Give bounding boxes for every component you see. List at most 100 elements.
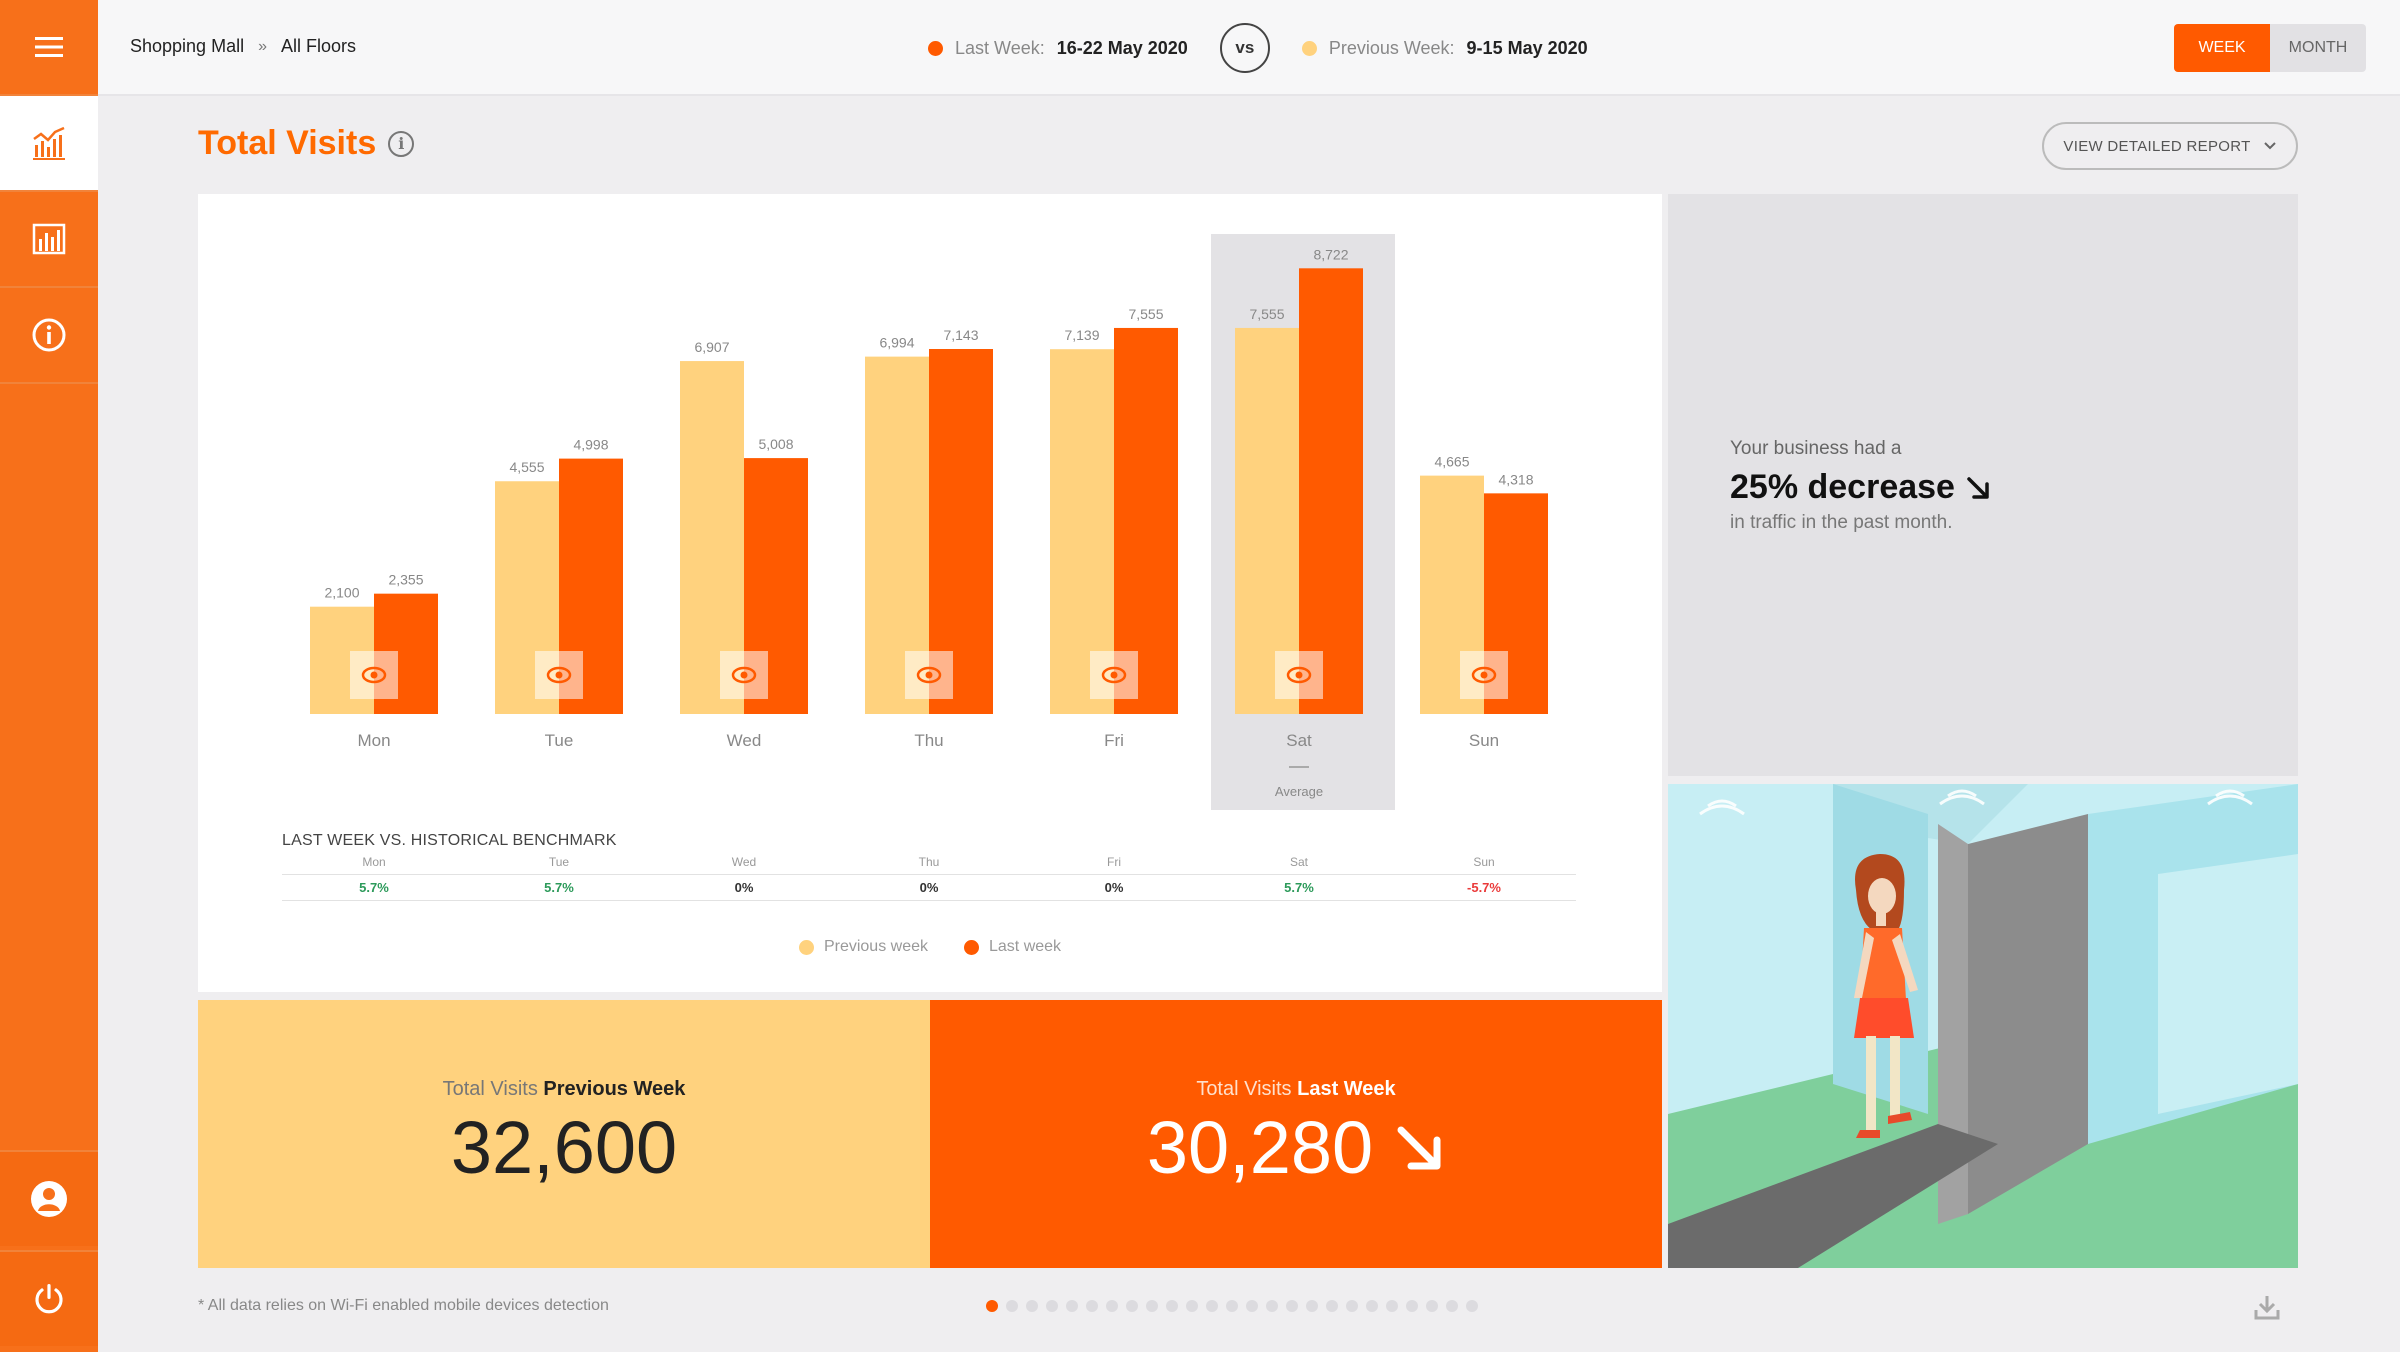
- previous-week-range[interactable]: 9-15 May 2020: [1466, 37, 1588, 58]
- insight-line3: in traffic in the past month.: [1730, 512, 1953, 533]
- page-dot[interactable]: [1126, 1300, 1138, 1312]
- page-dot[interactable]: [1366, 1300, 1378, 1312]
- last-week-range[interactable]: 16-22 May 2020: [1056, 37, 1188, 58]
- bar-last-fri[interactable]: [1114, 327, 1178, 714]
- insight-line1: Your business had a: [1730, 438, 1902, 459]
- page-dot[interactable]: [1206, 1300, 1218, 1312]
- benchmark-value-sun: -5.7%: [1467, 880, 1501, 895]
- title-info-icon[interactable]: i: [388, 130, 415, 157]
- page-dot[interactable]: [1166, 1300, 1178, 1312]
- page-dot[interactable]: [1446, 1300, 1458, 1312]
- benchmark-rule-bottom: [282, 900, 1576, 901]
- benchmark-day-wed: Wed: [732, 855, 756, 869]
- page-title-text: Total Visits: [198, 124, 377, 162]
- page-dot[interactable]: [1226, 1300, 1238, 1312]
- eye-icon: [546, 666, 572, 684]
- month-toggle-button[interactable]: MONTH: [2270, 24, 2366, 72]
- page-dot[interactable]: [1026, 1300, 1038, 1312]
- benchmark-value-tue: 5.7%: [544, 880, 574, 895]
- benchmark-day-thu: Thu: [919, 855, 940, 869]
- benchmark-value-fri: 0%: [1105, 880, 1124, 895]
- value-label-previous-fri: 7,139: [1064, 327, 1099, 343]
- page-dot[interactable]: [1266, 1300, 1278, 1312]
- benchmark-day-sun: Sun: [1473, 855, 1494, 869]
- value-label-previous-thu: 6,994: [879, 335, 914, 351]
- power-icon: [35, 1284, 63, 1314]
- bar-previous-sat[interactable]: [1235, 327, 1299, 714]
- page-dot[interactable]: [1146, 1300, 1158, 1312]
- last-week-dot: [928, 40, 943, 56]
- chart-legend: Previous week Last week: [198, 938, 1662, 956]
- breadcrumb-floors[interactable]: All Floors: [280, 36, 356, 56]
- week-comparison: Last Week: 16-22 May 2020 vs Previous We…: [928, 22, 1588, 74]
- view-detailed-report-button[interactable]: VIEW DETAILED REPORT: [2042, 122, 2298, 170]
- download-icon[interactable]: [2252, 1292, 2282, 1322]
- x-tick-sat: Sat: [1286, 731, 1312, 750]
- benchmark-value-wed: 0%: [735, 880, 754, 895]
- previous-week-label: Previous Week:: [1328, 37, 1455, 58]
- value-label-last-thu: 7,143: [943, 327, 978, 343]
- menu-button[interactable]: [0, 0, 98, 96]
- total-last-light: Total Visits: [1196, 1078, 1292, 1100]
- bar-chart-icon: [32, 223, 66, 255]
- legend-previous-label: Previous week: [823, 938, 928, 955]
- benchmark-day-tue: Tue: [549, 855, 570, 869]
- eye-icon: [916, 666, 942, 684]
- value-label-previous-mon: 2,100: [324, 585, 359, 601]
- page-title: Total Visits i: [198, 124, 415, 163]
- top-header: Shopping Mall » All Floors Last Week: 16…: [98, 0, 2400, 96]
- value-label-last-fri: 7,555: [1128, 306, 1163, 322]
- x-tick-fri: Fri: [1104, 731, 1124, 750]
- page-dot[interactable]: [1006, 1300, 1018, 1312]
- benchmark-table: Mon 5.7% Tue 5.7% Wed 0% Thu 0% Fri 0% Sat 5.7% Sun -…: [282, 855, 1576, 901]
- week-toggle-button[interactable]: WEEK: [2174, 24, 2270, 72]
- eye-icon: [1286, 666, 1312, 684]
- breadcrumb: Shopping Mall » All Floors: [130, 36, 356, 57]
- page-dot[interactable]: [1066, 1300, 1078, 1312]
- logout-button[interactable]: [0, 1250, 98, 1346]
- sidebar-item-visits[interactable]: [0, 96, 98, 192]
- eye-pupil: [925, 671, 933, 679]
- chevron-down-icon: [2263, 142, 2276, 150]
- sidebar-item-reports[interactable]: [0, 192, 98, 288]
- benchmark-value-thu: 0%: [920, 880, 939, 895]
- page-dot[interactable]: [1086, 1300, 1098, 1312]
- page-dot[interactable]: [1186, 1300, 1198, 1312]
- value-label-last-sun: 4,318: [1498, 471, 1533, 487]
- page-dot[interactable]: [986, 1300, 998, 1312]
- sidebar-item-info[interactable]: [0, 288, 98, 384]
- total-last-value: 30,280: [1146, 1106, 1374, 1189]
- bar-last-sat[interactable]: [1299, 268, 1363, 714]
- legend-previous-week[interactable]: Previous week: [798, 938, 928, 956]
- vs-badge: vs: [1219, 23, 1270, 73]
- page-dot[interactable]: [1426, 1300, 1438, 1312]
- user-profile-button[interactable]: [0, 1150, 98, 1246]
- page-dot[interactable]: [1406, 1300, 1418, 1312]
- page-dot[interactable]: [1106, 1300, 1118, 1312]
- previous-week-dot: [1301, 40, 1317, 56]
- sidebar: [0, 0, 98, 1352]
- total-last-label: Total Visits Last Week: [1196, 1078, 1395, 1101]
- benchmark-value-mon: 5.7%: [359, 880, 389, 895]
- page-dot[interactable]: [1246, 1300, 1258, 1312]
- page-dot[interactable]: [1286, 1300, 1298, 1312]
- page-dot[interactable]: [1386, 1300, 1398, 1312]
- page-dot[interactable]: [1326, 1300, 1338, 1312]
- trend-down-arrow-icon: [1397, 1126, 1441, 1169]
- benchmark-value-sat: 5.7%: [1284, 880, 1314, 895]
- page-dot[interactable]: [1466, 1300, 1478, 1312]
- page-indicator: [986, 1300, 1478, 1312]
- value-label-previous-wed: 6,907: [694, 339, 729, 355]
- total-previous-week-card: Total Visits Previous Week 32,600: [198, 1000, 930, 1268]
- breadcrumb-mall[interactable]: Shopping Mall: [130, 36, 245, 56]
- page-dot[interactable]: [1046, 1300, 1058, 1312]
- x-tick-sun: Sun: [1469, 731, 1499, 750]
- user-icon: [31, 1181, 67, 1217]
- eye-icon: [1471, 666, 1497, 684]
- legend-last-week[interactable]: Last week: [964, 938, 1061, 956]
- page-dot[interactable]: [1306, 1300, 1318, 1312]
- menu-icon: [35, 37, 63, 57]
- page-dot[interactable]: [1346, 1300, 1358, 1312]
- total-previous-light: Total Visits: [442, 1078, 538, 1100]
